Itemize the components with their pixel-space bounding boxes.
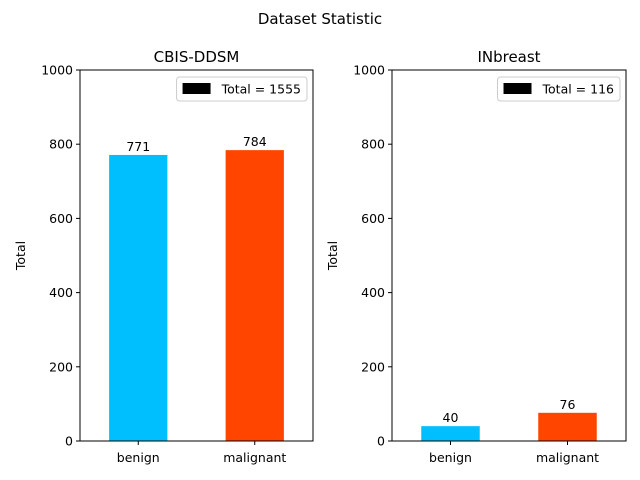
x-tick-label-benign: benign <box>429 450 472 465</box>
figure-title: Dataset Statistic <box>258 10 382 28</box>
data-label-malignant: 784 <box>243 134 267 149</box>
legend-label: Total = 116 <box>542 82 615 97</box>
y-tick-label: 0 <box>65 434 73 449</box>
chart-panel-inbreast: 40 76 0 200 400 600 800 1000 benign malignant INbr… <box>325 48 627 465</box>
y-tick-label: 400 <box>49 285 73 300</box>
legend: Total = 1555 <box>176 76 308 102</box>
legend: Total = 116 <box>497 76 621 102</box>
chart-title: INbreast <box>477 48 540 66</box>
chart-panel-cbis-ddsm: 771 784 0 200 400 600 800 1000 benign malignant CB… <box>13 48 314 465</box>
data-label-malignant: 76 <box>560 397 576 412</box>
x-tick-label-benign: benign <box>117 450 160 465</box>
y-tick-label: 400 <box>361 285 385 300</box>
y-tick-label: 800 <box>49 137 73 152</box>
y-tick-label: 1000 <box>353 63 385 78</box>
y-tick-label: 600 <box>361 211 385 226</box>
bar-malignant <box>538 412 597 441</box>
x-tick-label-malignant: malignant <box>536 450 599 465</box>
data-label-benign: 771 <box>126 139 150 154</box>
chart-title: CBIS-DDSM <box>154 48 240 66</box>
bar-benign <box>421 426 480 441</box>
y-axis-label: Total <box>13 241 28 271</box>
legend-swatch <box>503 83 532 94</box>
legend-label: Total = 1555 <box>221 82 301 97</box>
y-tick-label: 600 <box>49 211 73 226</box>
legend-swatch <box>182 83 211 94</box>
y-tick-label: 1000 <box>41 63 73 78</box>
x-tick-label-malignant: malignant <box>223 450 286 465</box>
bar-malignant <box>225 150 284 442</box>
y-tick-label: 200 <box>361 359 385 374</box>
y-axis-label: Total <box>325 241 340 271</box>
y-tick-label: 0 <box>377 434 385 449</box>
data-label-benign: 40 <box>443 410 459 425</box>
axes-frame <box>391 69 627 442</box>
y-tick-label: 800 <box>361 137 385 152</box>
bar-benign <box>109 154 168 442</box>
axes-frame <box>79 69 314 442</box>
y-tick-label: 200 <box>49 359 73 374</box>
